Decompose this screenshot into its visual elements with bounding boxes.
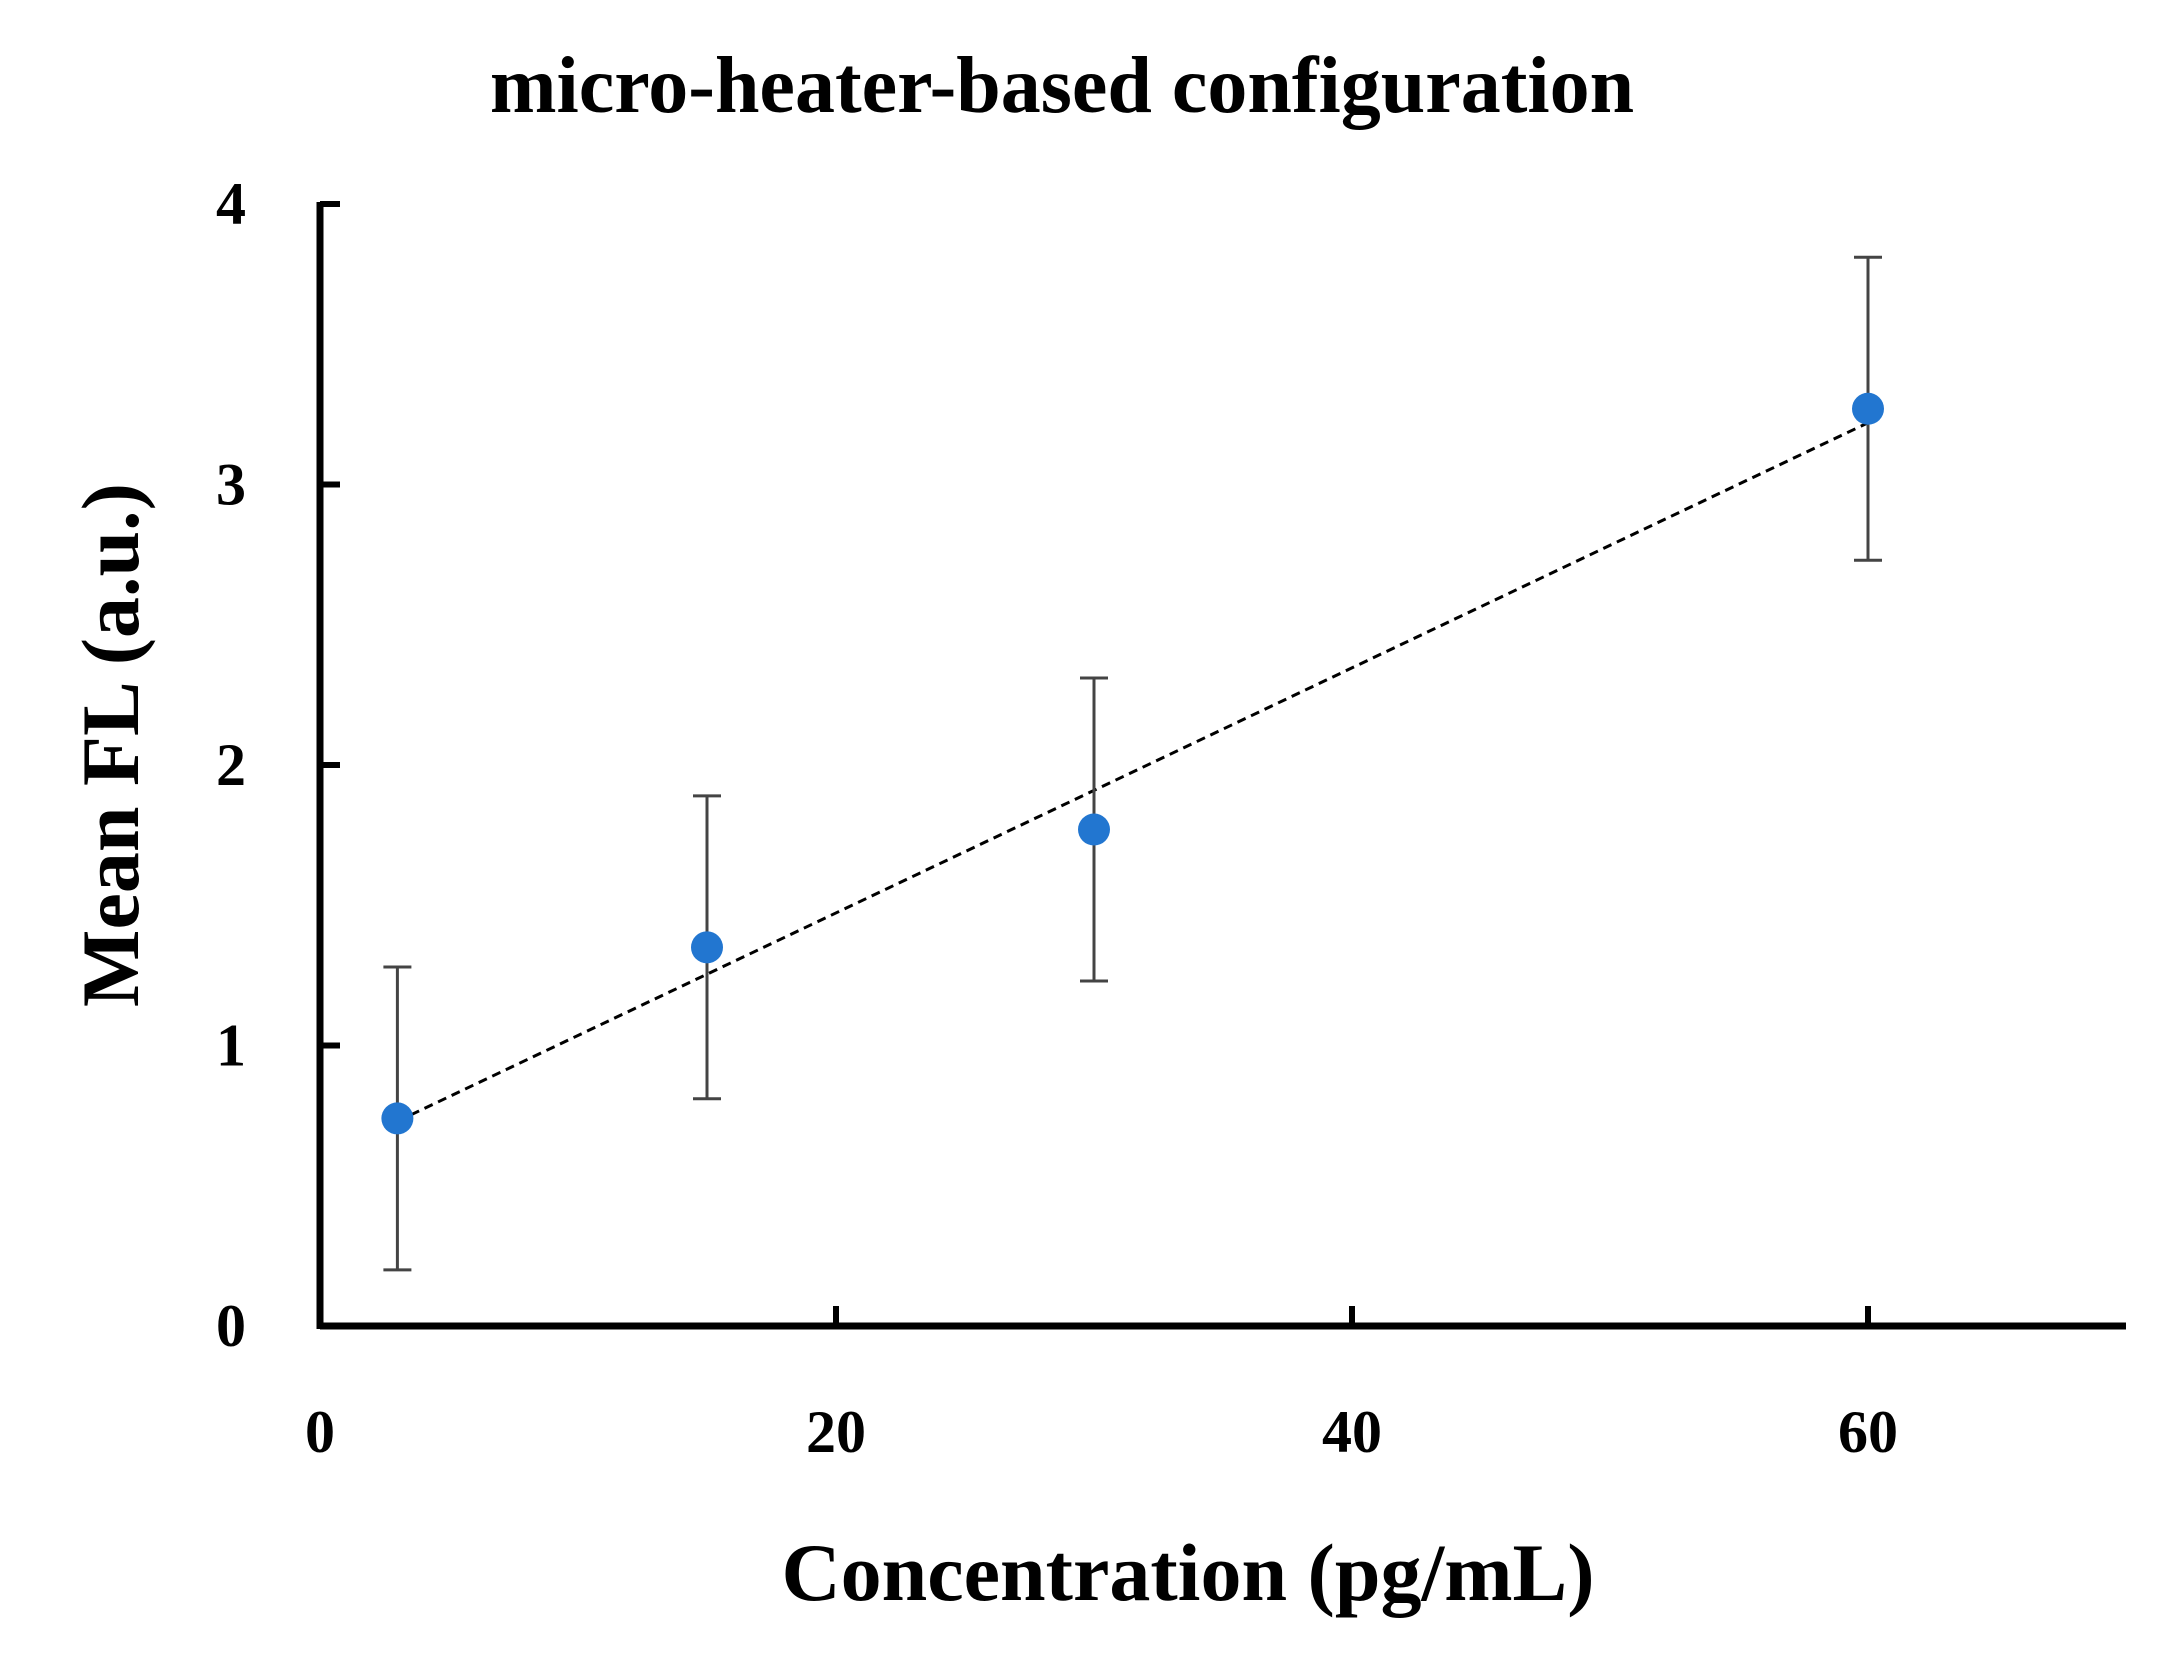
- data-point: [381, 1102, 414, 1135]
- chart-title: micro-heater-based configuration: [490, 42, 1634, 130]
- y-tick-label: 2: [216, 732, 246, 798]
- data-point: [691, 931, 723, 964]
- y-tick-label: 1: [216, 1013, 246, 1079]
- y-axis-label: Mean FL (a.u.): [65, 483, 156, 1007]
- x-tick-label: 60: [1838, 1399, 1898, 1465]
- x-axis-label: Concentration (pg/mL): [781, 1527, 1594, 1618]
- x-tick-label: 20: [806, 1399, 866, 1465]
- x-tick-label: 0: [305, 1399, 335, 1465]
- y-tick-label: 3: [216, 452, 246, 518]
- data-point: [1852, 392, 1884, 425]
- y-tick-label: 0: [216, 1293, 246, 1359]
- x-tick-label: 40: [1322, 1399, 1382, 1465]
- y-tick-label: 4: [216, 171, 246, 237]
- data-point: [1078, 813, 1110, 846]
- trendline: [396, 421, 1869, 1123]
